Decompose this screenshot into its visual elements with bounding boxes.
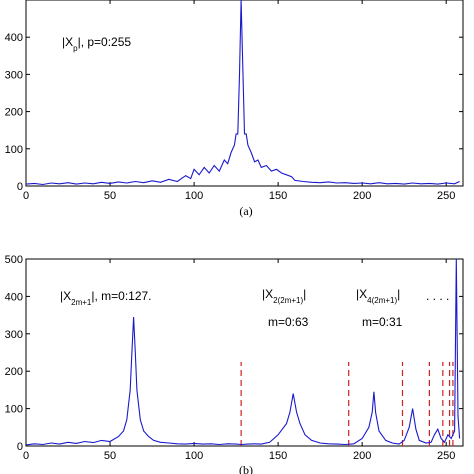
caption-b: (b): [239, 463, 253, 474]
y-tick-label: 500: [5, 254, 23, 266]
series-b: [25, 258, 461, 446]
x-tick-label: 100: [185, 450, 203, 462]
caption-a: (a): [239, 204, 252, 218]
magnitude-line: [25, 258, 461, 446]
annotation-b-3: |X4(2m+1)|: [356, 287, 400, 305]
x-tick-label: 250: [437, 450, 455, 462]
y-tick-label: 300: [5, 69, 23, 81]
y-tick-label: 400: [5, 32, 23, 44]
y-tick-label: 100: [5, 144, 23, 156]
x-tick-label: 0: [23, 450, 29, 462]
x-tick-label: 150: [269, 450, 287, 462]
x-tick-label: 0: [23, 190, 29, 202]
annotation-b-2: |X2(2m+1)|: [262, 287, 306, 305]
x-tick-label: 250: [437, 190, 455, 202]
annotation-a: |Xp|, p=0:255: [62, 35, 131, 53]
x-tick-label: 50: [104, 450, 116, 462]
x-tick-label: 50: [104, 190, 116, 202]
y-tick-label: 200: [5, 107, 23, 119]
panel-b: 0 50 100 150 200 250 0 100 200 300 400 500 |X2m+1|,…: [5, 254, 464, 474]
ticks-b: 0 50 100 150 200 250 0 100 200 300 400 500: [5, 254, 463, 462]
x-tick-label: 200: [353, 190, 371, 202]
ticks-a: 0 50 100 150 200 250 0 100 200 300 400: [5, 0, 463, 202]
y-tick-label: 100: [5, 404, 23, 416]
plot-frame-b: [25, 258, 464, 447]
annotation-b-ellipsis: . . . .: [426, 289, 449, 303]
y-tick-label: 300: [5, 329, 23, 341]
panel-a: 0 50 100 150 200 250 0 100 200 300 400 |Xp|, p=0:2…: [5, 0, 464, 218]
y-tick-label: 0: [17, 441, 23, 453]
y-tick-label: 0: [17, 181, 23, 193]
y-tick-label: 400: [5, 291, 23, 303]
plot-frame-a: [25, 0, 464, 187]
x-tick-label: 150: [269, 190, 287, 202]
annotation-b-1: |X2m+1|, m=0:127.: [60, 289, 152, 307]
series-a: [25, 0, 460, 186]
annotation-b-3-range: m=0:31: [362, 315, 403, 329]
y-tick-label: 200: [5, 366, 23, 378]
x-tick-label: 200: [353, 450, 371, 462]
magnitude-line: [25, 0, 460, 186]
annotation-b-2-range: m=0:63: [268, 315, 309, 329]
dashed-lines-b: [240, 361, 454, 446]
x-tick-label: 100: [185, 190, 203, 202]
